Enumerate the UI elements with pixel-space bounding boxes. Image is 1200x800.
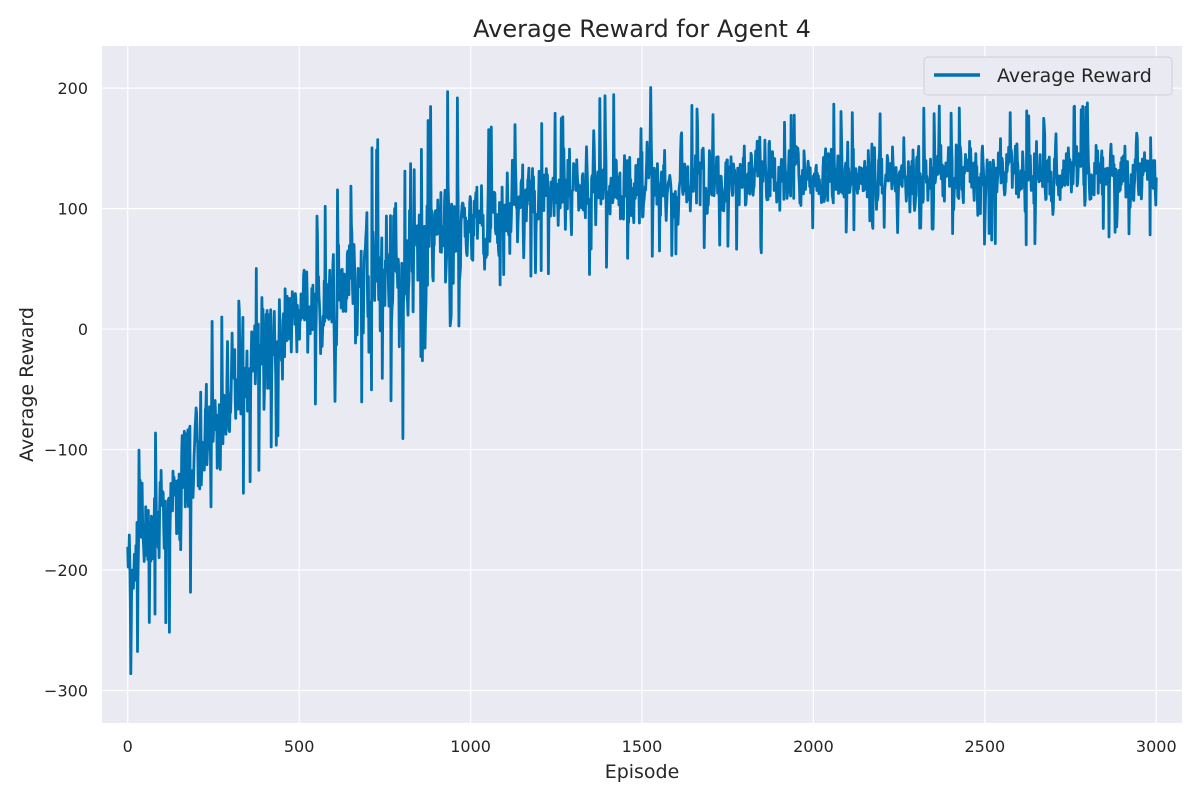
x-axis-label: Episode	[605, 761, 680, 783]
y-tick-label: 0	[78, 320, 88, 339]
chart-title: Average Reward for Agent 4	[473, 15, 811, 43]
y-tick-label: −100	[44, 441, 88, 460]
legend: Average Reward	[923, 56, 1173, 96]
y-tick-label: −300	[44, 681, 88, 700]
y-tick-label: 200	[57, 79, 88, 98]
tick-labels: 0 500 1000 1500 2000 2500 3000 −300 −200 −100 0 100…	[44, 79, 1177, 756]
y-tick-label: −200	[44, 561, 88, 580]
x-tick-label: 500	[284, 737, 315, 756]
x-tick-label: 2500	[964, 737, 1005, 756]
y-tick-label: 100	[57, 200, 88, 219]
legend-label: Average Reward	[997, 65, 1152, 87]
legend-box	[923, 56, 1173, 96]
x-tick-label: 2000	[793, 737, 834, 756]
x-tick-label: 1500	[622, 737, 663, 756]
x-tick-label: 3000	[1136, 737, 1177, 756]
x-tick-label: 1000	[450, 737, 491, 756]
series-line-average-reward	[126, 86, 1158, 676]
x-tick-label: 0	[123, 737, 133, 756]
series-layer	[126, 86, 1158, 676]
y-axis-label: Average Reward	[16, 307, 38, 462]
